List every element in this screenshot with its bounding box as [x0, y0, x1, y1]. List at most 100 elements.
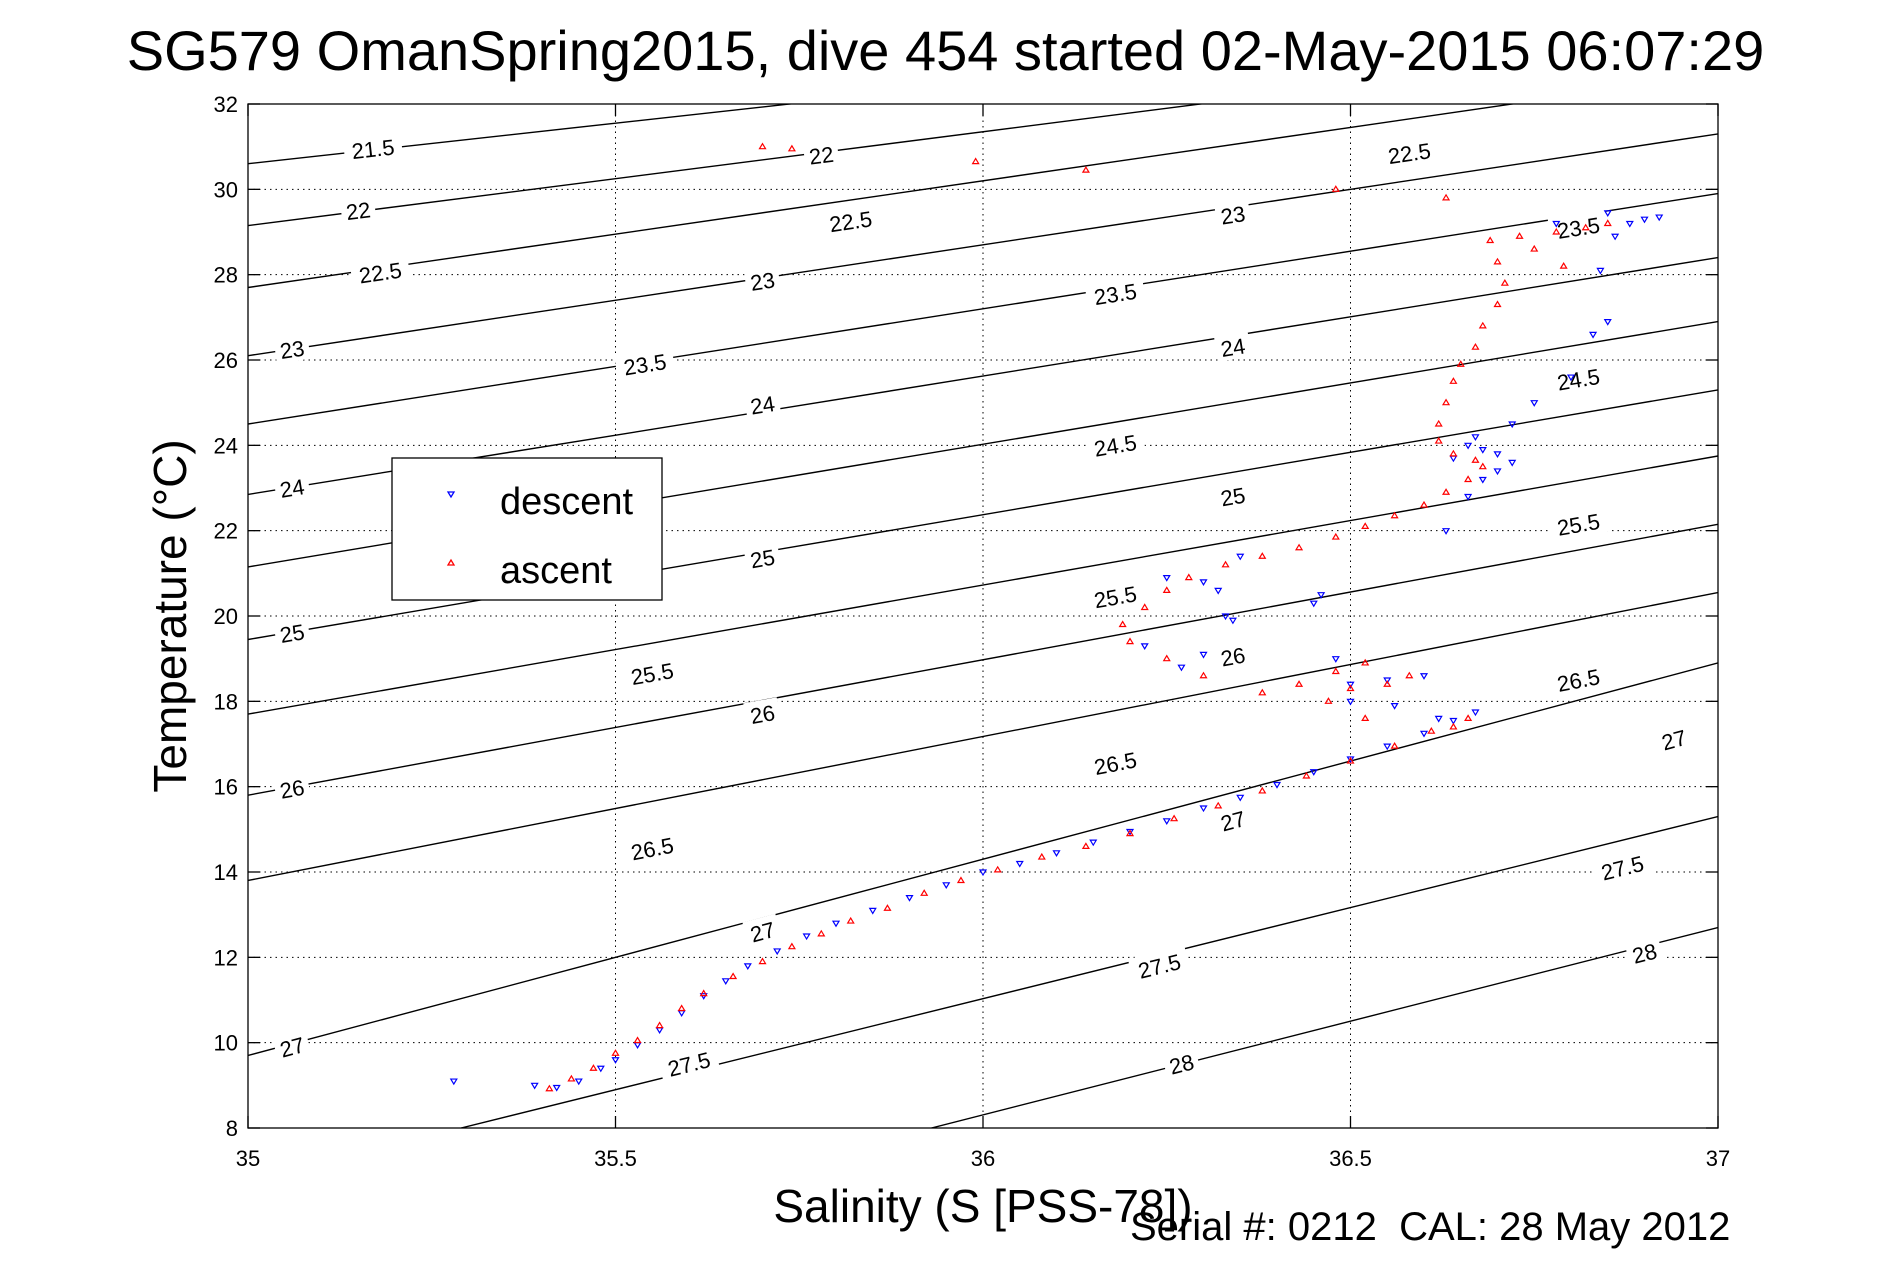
density-contour-label: 25.5	[1084, 577, 1146, 614]
x-tick-label: 36	[971, 1146, 995, 1171]
descent-point	[1493, 451, 1502, 459]
contour-label-background	[1547, 505, 1610, 542]
density-contour-label: 27	[272, 1028, 312, 1063]
descent-point	[868, 907, 877, 915]
contour-label-text: 25	[748, 545, 776, 574]
contour-label-background	[743, 541, 782, 574]
ascent-point	[1427, 727, 1436, 734]
ascent-point	[729, 972, 738, 980]
contour-label-background	[339, 194, 377, 225]
descent-point	[831, 920, 841, 928]
contour-label-background	[273, 332, 311, 364]
axis-ticks: 35 35.5 36 36.5 37 8 10 12 14 16 18 20 22 24 26 28 30 32	[214, 92, 1731, 1171]
descent-point	[1471, 709, 1480, 717]
ascent-point	[1214, 801, 1223, 809]
descent-point	[1640, 216, 1649, 224]
descent-point	[978, 869, 988, 877]
ascent-point	[1478, 462, 1487, 470]
descent-point	[1449, 455, 1458, 463]
ascent-point	[1331, 185, 1340, 192]
y-tick-label: 18	[214, 689, 238, 714]
contour-label-background	[1161, 1046, 1201, 1080]
contour-label-text: 27.5	[665, 1047, 713, 1082]
descent-point	[1530, 400, 1539, 407]
contour-label-background	[272, 771, 311, 804]
ascent-point	[633, 1036, 642, 1044]
descent-point	[611, 1057, 620, 1064]
ascent-point	[1552, 227, 1561, 235]
contour-label-text: 21.5	[350, 135, 395, 165]
descent-point	[699, 993, 708, 1000]
density-contour-label: 24	[273, 471, 311, 503]
ascent-point	[1125, 829, 1135, 837]
contour-label-text: 23.5	[622, 349, 668, 380]
ascent-point	[1456, 360, 1465, 367]
density-contour-label: 26.5	[1084, 743, 1147, 781]
ascent-point	[1199, 671, 1208, 679]
contour-label-background	[802, 139, 840, 170]
contour-label-background	[743, 697, 782, 729]
density-contour-label: 23.5	[1547, 209, 1609, 245]
contour-label-text: 25	[1219, 483, 1247, 512]
descent-point	[743, 963, 752, 971]
contour-label-text: 22.5	[1386, 138, 1432, 169]
descent-point	[1309, 600, 1318, 608]
density-contour-label: 24	[1213, 330, 1252, 362]
ascent-point	[1449, 377, 1458, 384]
contour-label-background	[1213, 479, 1252, 512]
density-contour-label: 23.5	[614, 345, 676, 381]
ascent-point	[1081, 165, 1090, 173]
density-contour-line	[248, 523, 1718, 796]
descent-point	[1140, 643, 1149, 651]
y-tick-label: 22	[214, 519, 238, 544]
density-contour-label: 22	[802, 139, 840, 170]
contour-label-background	[1624, 935, 1664, 969]
descent-point	[449, 1078, 458, 1086]
density-contour-label: 28	[1624, 935, 1664, 969]
descent-point	[1611, 233, 1620, 241]
contour-label-background	[657, 1043, 721, 1083]
contour-label-text: 23	[749, 267, 777, 295]
ascent-point	[1331, 667, 1340, 675]
density-contour-label: 25	[1213, 479, 1252, 512]
ascent-point	[1405, 671, 1414, 679]
density-contour-label: 26	[743, 697, 782, 729]
contour-label-background	[349, 254, 411, 289]
ascent-point	[787, 144, 796, 152]
contour-label-background	[621, 829, 683, 866]
ascent-point	[1419, 500, 1429, 508]
contour-label-background	[614, 345, 676, 381]
ascent-point	[1559, 261, 1568, 269]
ascent-point	[1361, 522, 1370, 530]
legend-ascent-marker	[446, 558, 456, 566]
ascent-point	[1258, 786, 1267, 794]
density-contour-label: 23.5	[1084, 275, 1146, 311]
density-contour-label: 22.5	[819, 203, 882, 238]
descent-point	[530, 1082, 539, 1090]
density-contour-line	[248, 104, 1206, 227]
x-tick-label: 37	[1706, 1146, 1730, 1171]
ascent-point	[1302, 771, 1311, 779]
descent-point	[1603, 319, 1612, 326]
descent-point	[1346, 698, 1355, 706]
density-contour-label: 24.5	[1084, 426, 1146, 462]
ascent-point	[993, 865, 1002, 873]
ascent-point	[567, 1074, 576, 1082]
density-contour-label: 27	[1212, 802, 1253, 837]
descent-point	[1478, 476, 1487, 484]
density-contour-label: 21.5	[342, 131, 404, 165]
ascent-point	[1162, 586, 1171, 594]
descent-point	[1434, 715, 1443, 723]
descent-point	[1419, 730, 1429, 738]
ascent-point	[1486, 236, 1495, 244]
contour-label-background	[272, 1028, 312, 1063]
contour-label-text: 26	[278, 775, 307, 804]
descent-point	[1464, 493, 1473, 501]
ascent-point	[1464, 475, 1473, 483]
contour-label-background	[621, 654, 683, 691]
y-tick-label: 10	[214, 1031, 238, 1056]
density-contour-label: 24.5	[1547, 360, 1609, 396]
descent-point	[552, 1084, 561, 1092]
density-contour-label: 25.5	[1547, 505, 1610, 542]
descent-point	[1089, 839, 1098, 847]
